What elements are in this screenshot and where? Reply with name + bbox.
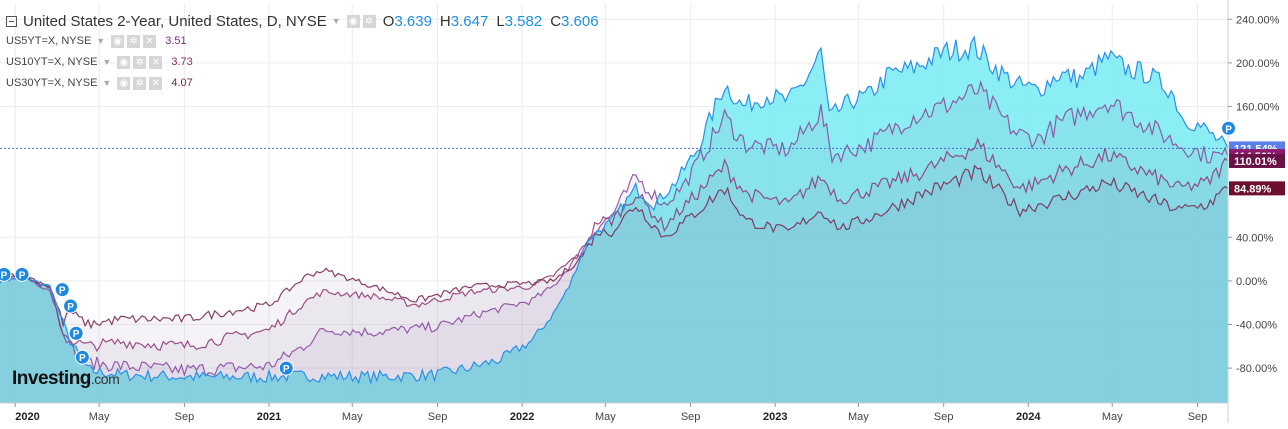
event-marker[interactable] <box>14 266 30 282</box>
chevron-down-icon[interactable]: ▼ <box>102 57 112 67</box>
chevron-down-icon[interactable]: ▼ <box>102 78 112 88</box>
main-series-title: United States 2-Year, United States, D, … <box>23 12 327 30</box>
y-tick-label: 160.00% <box>1236 101 1280 113</box>
low-value: 3.582 <box>504 12 543 30</box>
y-tick-label: 40.00% <box>1236 232 1274 244</box>
current-value-label: 84.89% <box>1234 183 1272 195</box>
x-tick-label: Sep <box>175 411 195 423</box>
event-marker-label: P <box>19 270 26 281</box>
overlay-row-us10yt: US10YT=X, NYSE ▼ ◉ ✲ ✕ 3.73 <box>6 53 193 71</box>
series-area-1 <box>0 82 1228 403</box>
event-marker-label: P <box>1 270 8 281</box>
close-value: 3.606 <box>561 12 599 30</box>
x-tick-label: 2024 <box>1016 411 1041 423</box>
event-marker[interactable] <box>74 349 90 365</box>
event-marker-label: P <box>73 329 80 340</box>
overlay-last-value: 3.51 <box>165 35 187 47</box>
gear-icon[interactable]: ✲ <box>362 14 376 28</box>
logo-suffix: .com <box>90 371 120 387</box>
y-tick-label: -40.00% <box>1236 320 1277 332</box>
event-marker[interactable] <box>68 325 84 341</box>
current-value-label: 110.01% <box>1234 156 1277 168</box>
gear-icon[interactable]: ✲ <box>133 76 147 90</box>
series-area-us2y <box>0 37 1228 403</box>
event-marker-label: P <box>1225 124 1232 135</box>
series-line-1 <box>0 79 1229 378</box>
y-tick-label: 240.00% <box>1236 14 1280 26</box>
overlay-title: US5YT=X, NYSE <box>6 35 92 47</box>
open-value: 3.639 <box>394 12 432 30</box>
overlay-row-us30yt: US30YT=X, NYSE ▼ ◉ ✲ ✕ 4.07 <box>6 74 193 92</box>
eye-icon[interactable]: ◉ <box>117 76 131 90</box>
eye-icon[interactable]: ◉ <box>111 34 125 48</box>
event-marker[interactable] <box>0 266 12 282</box>
x-tick-label: 2023 <box>763 411 787 423</box>
overlay-last-value: 4.07 <box>171 77 193 89</box>
series-line-3 <box>0 164 1229 330</box>
x-tick-label: Sep <box>681 411 701 423</box>
y-tick-label: 200.00% <box>1236 58 1280 70</box>
event-marker[interactable] <box>278 360 294 376</box>
overlay-last-value: 3.73 <box>171 56 193 68</box>
open-label: O <box>382 12 395 30</box>
investing-logo: Investing.com <box>12 368 120 390</box>
event-marker-label: P <box>79 353 86 364</box>
overlay-title: US10YT=X, NYSE <box>6 56 98 68</box>
event-marker-label: P <box>59 286 66 297</box>
x-tick-label: May <box>848 411 869 423</box>
close-icon[interactable]: ✕ <box>143 34 157 48</box>
x-tick-label: 2020 <box>15 411 39 423</box>
x-tick-label: May <box>89 411 110 423</box>
series-area-3 <box>0 165 1228 403</box>
high-label: H <box>439 12 451 30</box>
gear-icon[interactable]: ✲ <box>127 34 141 48</box>
chevron-down-icon[interactable]: ▼ <box>331 16 341 26</box>
event-marker[interactable] <box>54 282 70 298</box>
eye-icon[interactable]: ◉ <box>346 14 360 28</box>
x-tick-label: 2022 <box>510 411 534 423</box>
close-icon[interactable]: ✕ <box>149 55 163 69</box>
chevron-down-icon[interactable]: ▼ <box>96 36 106 46</box>
close-label: C <box>550 12 562 30</box>
series-line-2 <box>0 137 1229 353</box>
x-tick-label: May <box>342 411 363 423</box>
series-line-us2y <box>0 35 1229 385</box>
event-marker[interactable] <box>63 298 79 314</box>
y-tick-label: 0.00% <box>1236 276 1267 288</box>
event-marker[interactable] <box>1221 120 1237 136</box>
y-tick-label: -80.00% <box>1236 363 1277 375</box>
ohlc-values: O3.639 H3.647 L3.582 C3.606 <box>383 13 607 30</box>
series-area-2 <box>0 139 1228 403</box>
low-label: L <box>496 12 505 30</box>
overlay-row-us5yt: US5YT=X, NYSE ▼ ◉ ✲ ✕ 3.51 <box>6 32 187 50</box>
event-marker-label: P <box>283 364 290 375</box>
current-value-badge <box>1229 181 1285 196</box>
logo-brand: Investing <box>12 368 91 389</box>
collapse-icon[interactable] <box>6 15 17 27</box>
x-tick-label: Sep <box>1188 411 1208 423</box>
current-value-badge <box>1229 153 1285 168</box>
gear-icon[interactable]: ✲ <box>133 55 147 69</box>
overlay-title: US30YT=X, NYSE <box>6 77 98 89</box>
x-tick-label: Sep <box>428 411 448 423</box>
x-tick-label: May <box>595 411 616 423</box>
x-tick-label: Sep <box>934 411 954 423</box>
main-series-row: United States 2-Year, United States, D, … <box>6 10 607 32</box>
high-value: 3.647 <box>450 12 489 30</box>
eye-icon[interactable]: ◉ <box>117 55 131 69</box>
x-tick-label: 2021 <box>257 411 281 423</box>
close-icon[interactable]: ✕ <box>149 76 163 90</box>
event-marker-label: P <box>67 302 74 313</box>
x-tick-label: May <box>1102 411 1123 423</box>
